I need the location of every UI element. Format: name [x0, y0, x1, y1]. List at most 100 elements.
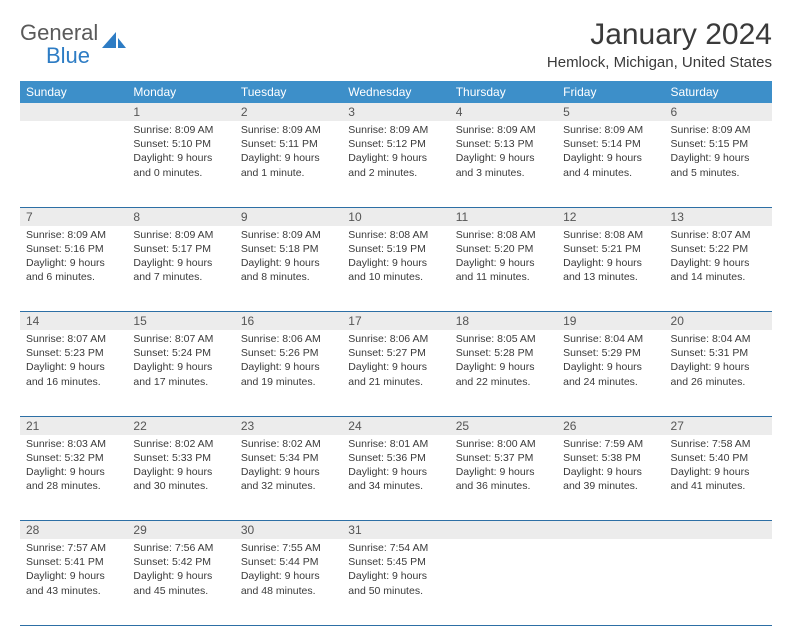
day-cell	[450, 539, 557, 625]
sunrise-text: Sunrise: 8:02 AM	[241, 437, 336, 451]
week-1: Sunrise: 8:09 AMSunset: 5:16 PMDaylight:…	[20, 226, 772, 312]
daylight-text: Daylight: 9 hours and 10 minutes.	[348, 256, 443, 284]
day-number: 26	[557, 416, 664, 435]
sunrise-text: Sunrise: 7:55 AM	[241, 541, 336, 555]
daylight-text: Daylight: 9 hours and 50 minutes.	[348, 569, 443, 597]
daylight-text: Daylight: 9 hours and 48 minutes.	[241, 569, 336, 597]
day-content: Sunrise: 7:58 AMSunset: 5:40 PMDaylight:…	[665, 435, 772, 500]
sunset-text: Sunset: 5:45 PM	[348, 555, 443, 569]
daylight-text: Daylight: 9 hours and 26 minutes.	[671, 360, 766, 388]
day-number: 28	[20, 521, 127, 540]
sunrise-text: Sunrise: 8:08 AM	[456, 228, 551, 242]
day-cell: Sunrise: 8:09 AMSunset: 5:14 PMDaylight:…	[557, 121, 664, 207]
day-number: 17	[342, 312, 449, 331]
day-number: 22	[127, 416, 234, 435]
daylight-text: Daylight: 9 hours and 41 minutes.	[671, 465, 766, 493]
day-cell: Sunrise: 8:09 AMSunset: 5:16 PMDaylight:…	[20, 226, 127, 312]
day-number	[450, 521, 557, 540]
day-header-monday: Monday	[127, 81, 234, 103]
day-number: 20	[665, 312, 772, 331]
day-number: 14	[20, 312, 127, 331]
daylight-text: Daylight: 9 hours and 6 minutes.	[26, 256, 121, 284]
day-cell: Sunrise: 7:59 AMSunset: 5:38 PMDaylight:…	[557, 435, 664, 521]
sunrise-text: Sunrise: 7:54 AM	[348, 541, 443, 555]
day-cell: Sunrise: 8:09 AMSunset: 5:12 PMDaylight:…	[342, 121, 449, 207]
day-content	[557, 539, 664, 547]
sunrise-text: Sunrise: 7:57 AM	[26, 541, 121, 555]
day-cell: Sunrise: 7:54 AMSunset: 5:45 PMDaylight:…	[342, 539, 449, 625]
sunset-text: Sunset: 5:16 PM	[26, 242, 121, 256]
day-number: 21	[20, 416, 127, 435]
day-cell: Sunrise: 8:03 AMSunset: 5:32 PMDaylight:…	[20, 435, 127, 521]
week-4-numbers: 28293031	[20, 521, 772, 540]
sunset-text: Sunset: 5:22 PM	[671, 242, 766, 256]
day-cell: Sunrise: 8:06 AMSunset: 5:27 PMDaylight:…	[342, 330, 449, 416]
day-cell: Sunrise: 8:00 AMSunset: 5:37 PMDaylight:…	[450, 435, 557, 521]
day-header-row: SundayMondayTuesdayWednesdayThursdayFrid…	[20, 81, 772, 103]
day-content: Sunrise: 8:03 AMSunset: 5:32 PMDaylight:…	[20, 435, 127, 500]
day-cell: Sunrise: 7:58 AMSunset: 5:40 PMDaylight:…	[665, 435, 772, 521]
sunset-text: Sunset: 5:15 PM	[671, 137, 766, 151]
daylight-text: Daylight: 9 hours and 28 minutes.	[26, 465, 121, 493]
sunrise-text: Sunrise: 8:09 AM	[563, 123, 658, 137]
sunset-text: Sunset: 5:12 PM	[348, 137, 443, 151]
day-header-friday: Friday	[557, 81, 664, 103]
daylight-text: Daylight: 9 hours and 3 minutes.	[456, 151, 551, 179]
day-content: Sunrise: 8:09 AMSunset: 5:15 PMDaylight:…	[665, 121, 772, 186]
sunset-text: Sunset: 5:19 PM	[348, 242, 443, 256]
day-number: 15	[127, 312, 234, 331]
day-cell: Sunrise: 8:02 AMSunset: 5:33 PMDaylight:…	[127, 435, 234, 521]
sunset-text: Sunset: 5:32 PM	[26, 451, 121, 465]
sunrise-text: Sunrise: 8:04 AM	[671, 332, 766, 346]
day-cell	[665, 539, 772, 625]
sunset-text: Sunset: 5:27 PM	[348, 346, 443, 360]
sunset-text: Sunset: 5:31 PM	[671, 346, 766, 360]
daylight-text: Daylight: 9 hours and 36 minutes.	[456, 465, 551, 493]
daylight-text: Daylight: 9 hours and 17 minutes.	[133, 360, 228, 388]
daylight-text: Daylight: 9 hours and 8 minutes.	[241, 256, 336, 284]
sunset-text: Sunset: 5:42 PM	[133, 555, 228, 569]
week-3-numbers: 21222324252627	[20, 416, 772, 435]
day-content: Sunrise: 8:08 AMSunset: 5:21 PMDaylight:…	[557, 226, 664, 291]
sunrise-text: Sunrise: 8:09 AM	[456, 123, 551, 137]
day-number: 13	[665, 207, 772, 226]
daylight-text: Daylight: 9 hours and 16 minutes.	[26, 360, 121, 388]
day-cell: Sunrise: 7:55 AMSunset: 5:44 PMDaylight:…	[235, 539, 342, 625]
sunrise-text: Sunrise: 8:09 AM	[348, 123, 443, 137]
week-1-numbers: 78910111213	[20, 207, 772, 226]
day-number: 1	[127, 103, 234, 121]
day-content	[20, 121, 127, 129]
day-cell: Sunrise: 8:08 AMSunset: 5:21 PMDaylight:…	[557, 226, 664, 312]
header: General Blue January 2024 Hemlock, Michi…	[20, 18, 772, 71]
day-content: Sunrise: 8:02 AMSunset: 5:33 PMDaylight:…	[127, 435, 234, 500]
sunset-text: Sunset: 5:20 PM	[456, 242, 551, 256]
sunrise-text: Sunrise: 8:07 AM	[671, 228, 766, 242]
day-cell: Sunrise: 7:56 AMSunset: 5:42 PMDaylight:…	[127, 539, 234, 625]
daylight-text: Daylight: 9 hours and 4 minutes.	[563, 151, 658, 179]
day-number: 4	[450, 103, 557, 121]
daylight-text: Daylight: 9 hours and 19 minutes.	[241, 360, 336, 388]
day-content: Sunrise: 8:09 AMSunset: 5:14 PMDaylight:…	[557, 121, 664, 186]
day-number: 25	[450, 416, 557, 435]
sunrise-text: Sunrise: 8:07 AM	[133, 332, 228, 346]
day-number: 11	[450, 207, 557, 226]
day-cell: Sunrise: 8:06 AMSunset: 5:26 PMDaylight:…	[235, 330, 342, 416]
sunrise-text: Sunrise: 7:56 AM	[133, 541, 228, 555]
daylight-text: Daylight: 9 hours and 5 minutes.	[671, 151, 766, 179]
sunrise-text: Sunrise: 8:09 AM	[241, 123, 336, 137]
day-number: 24	[342, 416, 449, 435]
day-cell: Sunrise: 8:04 AMSunset: 5:29 PMDaylight:…	[557, 330, 664, 416]
sunrise-text: Sunrise: 8:02 AM	[133, 437, 228, 451]
day-cell: Sunrise: 8:08 AMSunset: 5:20 PMDaylight:…	[450, 226, 557, 312]
day-cell: Sunrise: 8:07 AMSunset: 5:22 PMDaylight:…	[665, 226, 772, 312]
day-cell: Sunrise: 8:07 AMSunset: 5:23 PMDaylight:…	[20, 330, 127, 416]
day-number	[665, 521, 772, 540]
location: Hemlock, Michigan, United States	[547, 54, 772, 71]
day-content: Sunrise: 8:08 AMSunset: 5:20 PMDaylight:…	[450, 226, 557, 291]
daylight-text: Daylight: 9 hours and 7 minutes.	[133, 256, 228, 284]
sunrise-text: Sunrise: 8:03 AM	[26, 437, 121, 451]
sunrise-text: Sunrise: 8:04 AM	[563, 332, 658, 346]
day-number: 23	[235, 416, 342, 435]
sunset-text: Sunset: 5:40 PM	[671, 451, 766, 465]
sunrise-text: Sunrise: 8:08 AM	[563, 228, 658, 242]
